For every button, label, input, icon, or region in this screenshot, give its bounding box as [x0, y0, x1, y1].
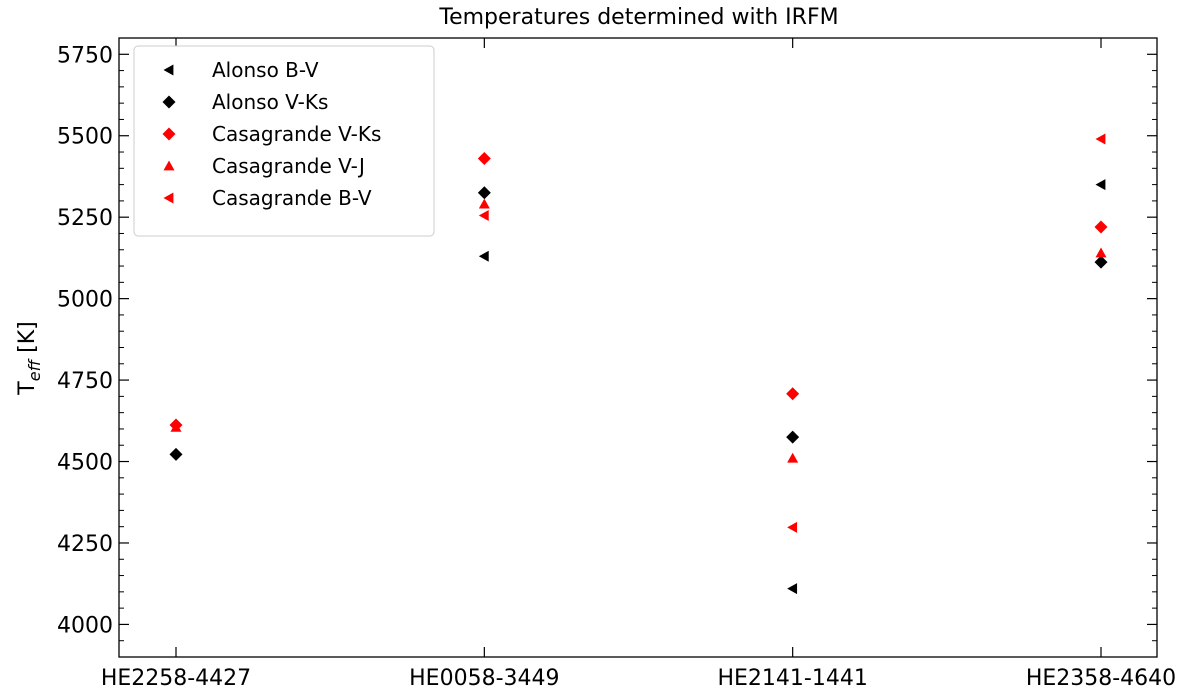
y-tick-label: 4750	[57, 369, 113, 394]
y-tick-label: 5750	[57, 43, 113, 68]
y-tick-label: 5500	[57, 125, 113, 150]
point-casagrande-v-j	[787, 452, 799, 463]
y-axis-label-unit: [K]	[15, 321, 40, 360]
legend-frame	[133, 45, 435, 237]
point-alonso-b-v	[1095, 179, 1106, 191]
point-alonso-b-v	[478, 250, 489, 262]
legend-label-casagrande-b-v: Casagrande B-V	[212, 186, 372, 210]
point-casagrande-v-ks	[786, 387, 800, 401]
point-casagrande-v-j	[478, 198, 490, 209]
legend-label-casagrande-v-j: Casagrande V-J	[212, 154, 365, 178]
point-alonso-v-ks	[1094, 255, 1108, 269]
y-axis-label-main: T	[15, 381, 40, 396]
x-tick-label: HE2258-4427	[101, 666, 251, 691]
point-alonso-b-v	[787, 583, 798, 595]
legend-marker-casagrande-v-ks	[162, 127, 176, 141]
x-tick-label: HE0058-3449	[409, 666, 559, 691]
point-casagrande-b-v	[1095, 133, 1106, 145]
legend-marker-casagrande-v-j	[163, 160, 175, 171]
point-casagrande-v-j	[170, 421, 182, 432]
y-tick-label: 5000	[57, 288, 113, 313]
svg-text:Teff [K]: Teff [K]	[15, 321, 44, 395]
plot-area: 4000 4250 4500 4750 5000 5250 5500 5750 HE2258-4…	[57, 37, 1176, 691]
y-tick-label: 4000	[57, 613, 113, 638]
point-casagrande-v-j	[1095, 247, 1107, 258]
y-tick-label: 5250	[57, 206, 113, 231]
legend-marker-alonso-v-ks	[162, 95, 176, 109]
point-casagrande-v-ks	[477, 152, 491, 166]
legend-marker-casagrande-b-v	[163, 192, 174, 204]
y-axis-label-subscript: eff	[25, 357, 44, 381]
point-alonso-v-ks	[477, 186, 491, 200]
point-casagrande-b-v	[478, 210, 489, 222]
y-tick-label: 4500	[57, 451, 113, 476]
x-tick-label: HE2358-4640	[1026, 666, 1176, 691]
legend-label-casagrande-v-ks: Casagrande V-Ks	[212, 122, 381, 146]
y-tick-label: 4250	[57, 532, 113, 557]
legend: Alonso B-V Alonso V-Ks Casagrande V-Ks Casa…	[133, 45, 435, 237]
point-alonso-v-ks	[169, 447, 183, 461]
point-casagrande-v-ks	[1094, 220, 1108, 234]
y-axis-label: Teff [K]	[15, 321, 44, 395]
legend-marker-alonso-b-v	[163, 64, 174, 76]
point-alonso-v-ks	[786, 430, 800, 444]
x-tick-label: HE2141-1441	[717, 666, 867, 691]
chart-title: Temperatures determined with IRFM	[438, 5, 838, 30]
legend-label-alonso-v-ks: Alonso V-Ks	[212, 90, 328, 114]
legend-label-alonso-b-v: Alonso B-V	[212, 58, 319, 82]
point-casagrande-b-v	[787, 521, 798, 533]
